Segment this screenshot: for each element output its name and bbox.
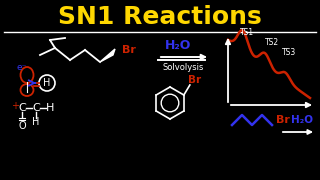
Text: H: H xyxy=(43,78,51,88)
Text: Solvolysis: Solvolysis xyxy=(162,62,204,71)
Text: TS2: TS2 xyxy=(265,38,279,47)
Text: H: H xyxy=(32,117,40,127)
Text: TS1: TS1 xyxy=(240,28,254,37)
Text: e⁻: e⁻ xyxy=(17,63,27,72)
Text: Br: Br xyxy=(188,75,201,85)
Text: +: + xyxy=(11,101,19,111)
Text: Br: Br xyxy=(276,115,290,125)
Text: H₂O: H₂O xyxy=(291,115,313,125)
Text: SN1 Reactions: SN1 Reactions xyxy=(58,5,262,29)
Text: O: O xyxy=(18,121,26,131)
Text: H₂O: H₂O xyxy=(165,39,191,51)
Polygon shape xyxy=(100,49,115,62)
Text: C: C xyxy=(32,103,40,113)
Text: TS3: TS3 xyxy=(282,48,296,57)
Text: C: C xyxy=(18,103,26,113)
Text: H: H xyxy=(46,103,54,113)
Text: Br: Br xyxy=(122,45,136,55)
